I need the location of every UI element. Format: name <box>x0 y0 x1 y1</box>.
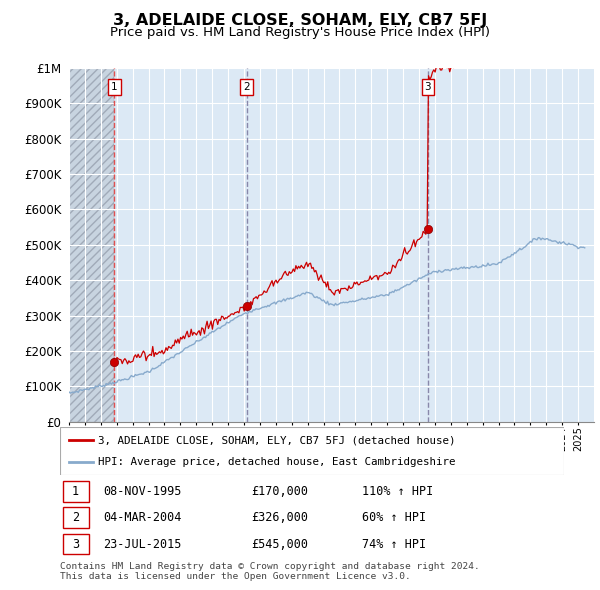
Text: £170,000: £170,000 <box>251 485 308 498</box>
Text: 08-NOV-1995: 08-NOV-1995 <box>103 485 181 498</box>
Text: 3: 3 <box>425 83 431 92</box>
Text: 04-MAR-2004: 04-MAR-2004 <box>103 511 181 525</box>
Text: HPI: Average price, detached house, East Cambridgeshire: HPI: Average price, detached house, East… <box>98 457 455 467</box>
Text: £326,000: £326,000 <box>251 511 308 525</box>
Text: 3, ADELAIDE CLOSE, SOHAM, ELY, CB7 5FJ (detached house): 3, ADELAIDE CLOSE, SOHAM, ELY, CB7 5FJ (… <box>98 435 455 445</box>
Text: 23-JUL-2015: 23-JUL-2015 <box>103 537 181 550</box>
Text: 110% ↑ HPI: 110% ↑ HPI <box>362 485 434 498</box>
FancyBboxPatch shape <box>62 481 89 502</box>
Text: 2: 2 <box>72 511 79 525</box>
FancyBboxPatch shape <box>62 507 89 528</box>
Text: 1: 1 <box>111 83 118 92</box>
FancyBboxPatch shape <box>60 427 564 475</box>
Bar <box>69 68 114 422</box>
Bar <box>69 68 114 422</box>
Text: 1: 1 <box>72 485 79 498</box>
FancyBboxPatch shape <box>62 533 89 555</box>
Text: Price paid vs. HM Land Registry's House Price Index (HPI): Price paid vs. HM Land Registry's House … <box>110 26 490 39</box>
Text: 60% ↑ HPI: 60% ↑ HPI <box>362 511 427 525</box>
Text: 74% ↑ HPI: 74% ↑ HPI <box>362 537 427 550</box>
Text: 3: 3 <box>72 537 79 550</box>
Text: £545,000: £545,000 <box>251 537 308 550</box>
Text: 2: 2 <box>244 83 250 92</box>
Text: 3, ADELAIDE CLOSE, SOHAM, ELY, CB7 5FJ: 3, ADELAIDE CLOSE, SOHAM, ELY, CB7 5FJ <box>113 13 487 28</box>
Text: Contains HM Land Registry data © Crown copyright and database right 2024.
This d: Contains HM Land Registry data © Crown c… <box>60 562 480 581</box>
